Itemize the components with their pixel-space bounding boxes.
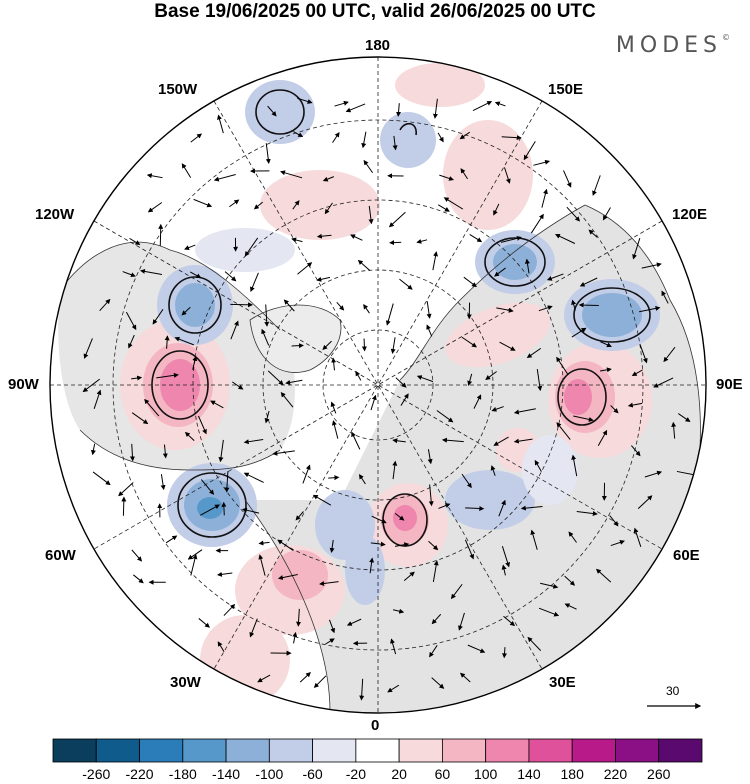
colorbar-tick-label: -180 [169,766,197,782]
colorbar-tick-label: 140 [517,766,540,782]
colorbar-swatch [399,739,442,762]
lon-label-30e: 30E [549,674,576,692]
colorbar-swatch [226,739,269,762]
colorbar [53,739,702,762]
wind-arrow [364,339,365,351]
colorbar-swatch [313,739,356,762]
negative-anomaly [380,112,436,168]
lon-label-60w: 60W [45,547,76,565]
lon-label-120e: 120E [672,206,707,224]
colorbar-tick-label: -60 [302,766,322,782]
lon-label-180: 180 [365,37,390,55]
lon-label-90e: 90E [716,376,743,394]
colorbar-tick-label: -220 [126,766,154,782]
wind-arrow [230,304,252,305]
colorbar-swatch [356,739,399,762]
positive-anomaly [200,615,290,705]
lon-label-30w: 30W [170,674,201,692]
colorbar-swatch [96,739,139,762]
negative-anomaly [197,497,223,519]
colorbar-swatch [529,739,572,762]
reference-vector-label: 30 [666,684,679,698]
lon-label-90w: 90W [8,376,39,394]
wind-arrow [292,345,303,346]
wind-arrow [123,497,124,515]
colorbar-tick-label: 20 [391,766,407,782]
lon-label-120w: 120W [35,206,74,224]
positive-anomaly [395,63,485,107]
wind-arrow [224,503,225,516]
colorbar-swatch [442,739,485,762]
wind-arrow [390,242,401,243]
positive-anomaly [393,505,417,531]
negative-anomaly [175,283,215,327]
positive-anomaly [443,120,533,230]
colorbar-swatch [140,739,183,762]
negative-anomaly [445,470,535,530]
negative-anomaly [582,293,642,337]
lon-label-150e: 150E [548,81,583,99]
colorbar-tick-label: 100 [474,766,497,782]
colorbar-tick-label: -140 [212,766,240,782]
colorbar-tick-label: 180 [561,766,584,782]
negative-anomaly [195,228,295,272]
colorbar-tick-label: 260 [647,766,670,782]
colorbar-swatch [53,739,96,762]
colorbar-swatch [183,739,226,762]
colorbar-tick-label: -20 [346,766,366,782]
positive-anomaly [564,379,592,415]
colorbar-tick-labels: -260 -220 -180 -140 -100 -60 -20 20 60 100 140 180 2… [0,766,750,784]
wind-arrow [580,305,599,306]
lon-label-0: 0 [371,717,379,735]
colorbar-tick-label: 220 [604,766,627,782]
lon-label-150w: 150W [158,81,197,99]
colorbar-tick-label: -100 [255,766,283,782]
colorbar-swatch [572,739,615,762]
wind-arrow [160,225,161,246]
negative-anomaly [493,244,537,280]
colorbar-tick-label: -260 [82,766,110,782]
lon-label-60e: 60E [673,547,700,565]
colorbar-swatch [615,739,658,762]
colorbar-swatch [659,739,702,762]
negative-anomaly [522,435,578,505]
colorbar-tick-label: 60 [435,766,451,782]
colorbar-swatch [269,739,312,762]
colorbar-swatch [486,739,529,762]
